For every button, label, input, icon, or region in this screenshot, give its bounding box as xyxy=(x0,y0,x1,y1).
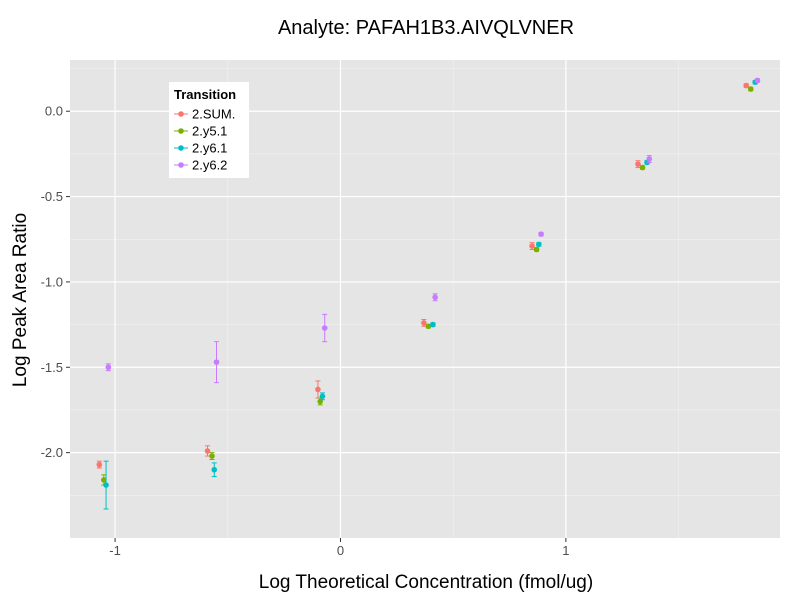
y-tick-label: -1.5 xyxy=(41,360,63,375)
legend-key-point xyxy=(178,162,184,168)
data-point xyxy=(209,453,215,459)
y-tick-label: -1.0 xyxy=(41,274,63,289)
legend-key-point xyxy=(178,111,184,117)
x-tick-label: 0 xyxy=(337,543,344,558)
series-group xyxy=(96,82,749,469)
data-point xyxy=(425,323,432,330)
x-axis-label: Log Theoretical Concentration (fmol/ug) xyxy=(259,572,593,593)
data-point xyxy=(105,364,112,371)
data-point xyxy=(319,393,326,400)
data-point xyxy=(432,294,438,301)
y-axis-label: Log Peak Area Ratio xyxy=(10,213,31,387)
axis-ticks: -1 0 1 -2.0 -1.5 -1.0 -0.5 0.0 xyxy=(41,104,570,558)
data-point xyxy=(103,482,109,488)
series-group xyxy=(105,77,761,384)
legend-items: 2.SUM. 2.y5.1 2.y6.1 2.y6.2 xyxy=(174,107,235,173)
y-tick-label: -2.0 xyxy=(41,445,63,460)
data-point xyxy=(321,325,328,331)
legend-label: 2.SUM. xyxy=(192,107,235,122)
data-point xyxy=(96,461,103,468)
data-point xyxy=(430,321,436,328)
data-point xyxy=(211,466,218,473)
data-point xyxy=(754,77,761,84)
legend: Transition 2.SUM. 2.y5.1 2.y6.1 2.y6.2 xyxy=(169,82,249,178)
x-tick-label: -1 xyxy=(109,543,121,558)
y-tick-label: 0.0 xyxy=(45,104,63,119)
series-group xyxy=(101,86,754,486)
data-series xyxy=(96,77,761,510)
legend-key-point xyxy=(178,128,184,134)
y-tick-label: -0.5 xyxy=(41,189,63,204)
chart-title: Analyte: PAFAH1B3.AIVQLVNER xyxy=(278,17,574,39)
data-point xyxy=(421,320,427,326)
data-point xyxy=(101,477,107,483)
legend-label: 2.y6.2 xyxy=(192,158,227,173)
legend-title: Transition xyxy=(174,87,236,102)
data-point xyxy=(536,241,542,248)
data-point xyxy=(213,359,220,365)
data-point xyxy=(533,246,540,253)
legend-key-point xyxy=(178,145,184,151)
data-point xyxy=(646,156,653,162)
data-point xyxy=(538,231,544,237)
data-point xyxy=(529,243,535,249)
data-point xyxy=(743,82,749,89)
legend-label: 2.y6.1 xyxy=(192,141,227,156)
data-point xyxy=(315,386,321,393)
x-tick-label: 1 xyxy=(562,543,569,558)
data-point xyxy=(204,448,211,454)
data-point xyxy=(639,164,646,171)
legend-label: 2.y5.1 xyxy=(192,124,227,139)
data-point xyxy=(747,86,754,92)
data-point xyxy=(635,161,641,167)
